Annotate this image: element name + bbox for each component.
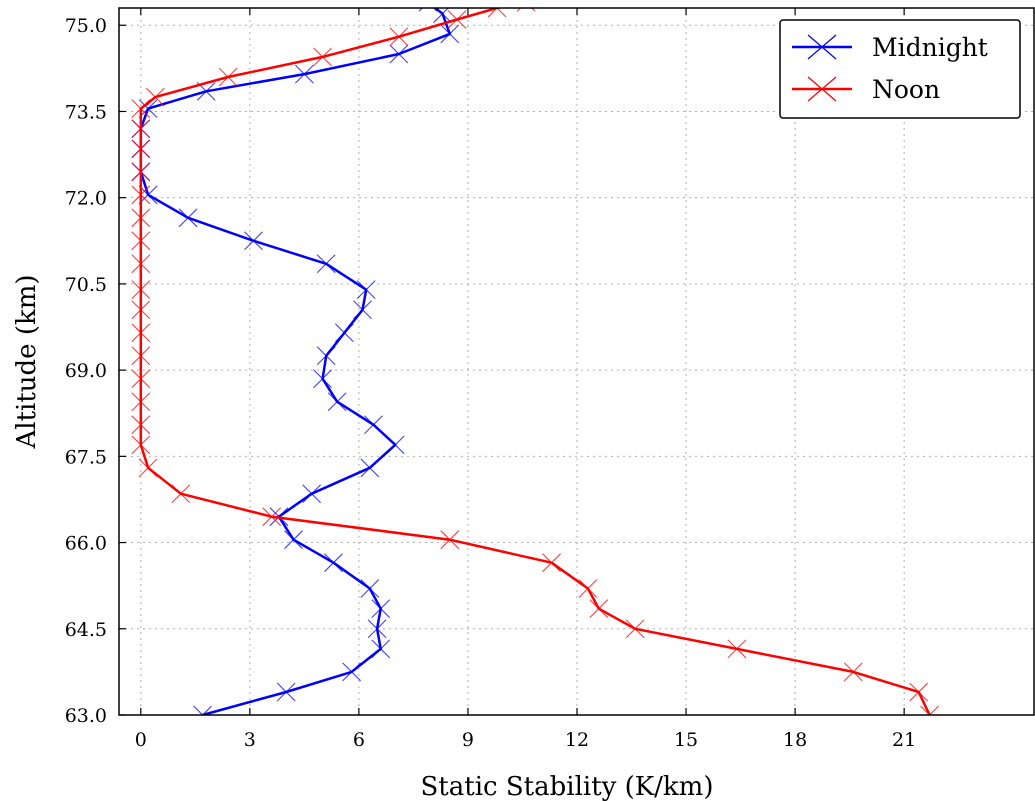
- data-point: [131, 280, 151, 300]
- x-tick-label: 18: [783, 729, 807, 751]
- data-point: [447, 10, 467, 29]
- data-point: [294, 64, 314, 84]
- data-point: [418, 8, 438, 12]
- data-point: [131, 162, 151, 182]
- data-point: [487, 8, 507, 18]
- data-point: [131, 99, 151, 118]
- y-tick-label: 67.5: [65, 446, 107, 468]
- x-axis-label: Static Stability (K/km): [421, 772, 714, 801]
- y-tick-label: 75.0: [65, 15, 107, 37]
- data-point: [920, 705, 939, 715]
- legend-label: Noon: [872, 75, 940, 104]
- series-line: [139, 8, 452, 715]
- data-point: [171, 484, 191, 504]
- data-point: [843, 662, 863, 682]
- data-point: [178, 208, 198, 228]
- data-point: [131, 254, 151, 274]
- data-point: [276, 682, 296, 702]
- data-point: [131, 231, 151, 251]
- data-point: [313, 47, 332, 67]
- data-point: [131, 346, 151, 366]
- y-tick-label: 73.5: [65, 101, 107, 123]
- data-point: [342, 662, 362, 682]
- legend-label: Midnight: [872, 33, 988, 62]
- data-point: [578, 579, 598, 598]
- data-point: [131, 415, 151, 435]
- y-tick-label: 66.0: [65, 533, 107, 555]
- legend: Midnight Noon: [779, 19, 1021, 119]
- data-point: [313, 369, 332, 389]
- data-point: [440, 530, 460, 550]
- data-point: [284, 530, 303, 550]
- data-point: [138, 458, 158, 478]
- data-point: [316, 346, 336, 366]
- data-point: [138, 99, 158, 118]
- data-point: [727, 639, 747, 659]
- data-point: [316, 254, 336, 274]
- y-tick-label: 64.5: [65, 619, 107, 641]
- data-point: [131, 185, 151, 205]
- data-point: [625, 619, 645, 639]
- data-point: [371, 639, 391, 659]
- data-point: [145, 87, 165, 107]
- data-point: [138, 185, 158, 205]
- data-point: [516, 8, 536, 12]
- data-point: [364, 415, 383, 435]
- x-tick-label: 6: [353, 729, 365, 751]
- legend-item-noon: Noon: [792, 75, 940, 104]
- data-point: [367, 619, 387, 639]
- x-tick-label: 12: [565, 729, 589, 751]
- x-tick-label: 9: [462, 729, 474, 751]
- data-point: [193, 705, 212, 715]
- data-point: [389, 44, 409, 64]
- data-point: [262, 507, 282, 527]
- data-point: [433, 8, 452, 24]
- data-point: [334, 323, 354, 343]
- data-point: [356, 280, 376, 300]
- data-point: [131, 323, 151, 343]
- axis-ticks: 0 3 6 9 12 15 18 21 63.0 64.5 66.0 67.5 69.0 70.5 72.0…: [65, 8, 916, 751]
- legend-box: [779, 19, 1021, 119]
- data-point: [131, 369, 151, 389]
- data-point: [389, 27, 409, 47]
- data-point: [131, 208, 151, 228]
- y-tick-label: 72.0: [65, 188, 107, 210]
- data-point: [324, 553, 343, 573]
- legend-item-midnight: Midnight: [792, 33, 988, 62]
- series-midnight: [131, 8, 460, 715]
- data-point: [542, 553, 561, 573]
- x-tick-label: 21: [892, 729, 916, 751]
- data-point: [360, 458, 380, 478]
- data-point: [131, 435, 151, 455]
- data-point: [302, 484, 322, 504]
- data-point: [371, 599, 391, 619]
- data-point: [327, 392, 347, 412]
- data-point: [440, 24, 460, 44]
- x-tick-label: 0: [135, 729, 147, 751]
- y-tick-label: 63.0: [65, 705, 107, 727]
- data-point: [131, 139, 151, 159]
- data-point: [360, 579, 380, 598]
- y-axis-label: Altitude (km): [12, 274, 42, 449]
- data-point: [385, 435, 405, 455]
- data-point: [218, 67, 238, 87]
- data-point: [589, 599, 609, 619]
- x-tick-label: 3: [244, 729, 256, 751]
- x-tick-label: 15: [674, 729, 698, 751]
- data-point: [353, 300, 372, 320]
- legend-marker: [807, 76, 837, 102]
- data-point: [131, 119, 151, 139]
- data-point: [909, 682, 929, 702]
- data-point: [131, 300, 151, 320]
- y-tick-label: 70.5: [65, 274, 107, 296]
- data-point: [244, 231, 263, 251]
- data-point: [131, 392, 151, 412]
- y-tick-label: 69.0: [65, 360, 107, 382]
- legend-marker: [807, 34, 837, 60]
